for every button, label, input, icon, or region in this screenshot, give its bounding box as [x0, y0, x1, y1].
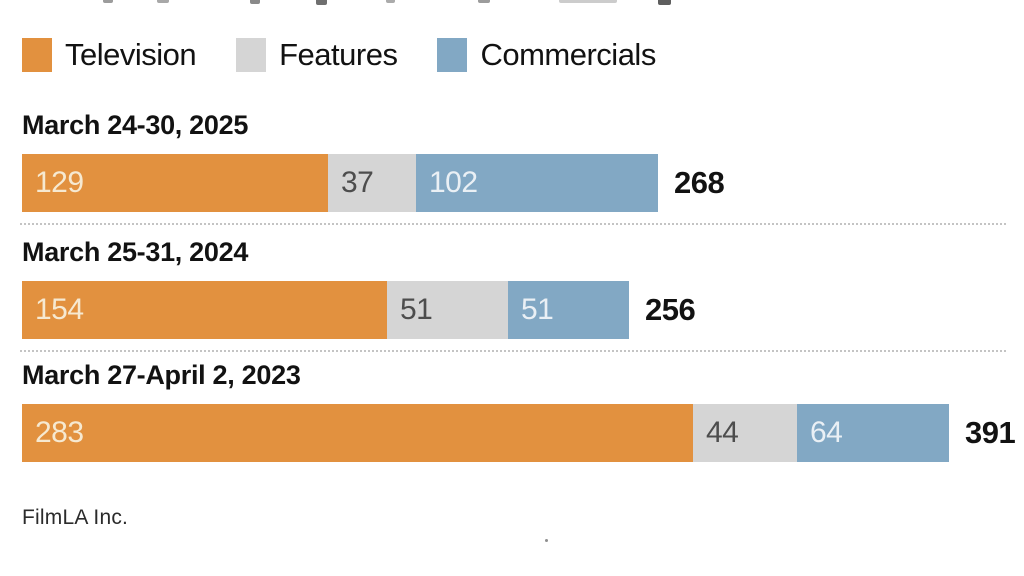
- stray-dot-artifact: [545, 539, 548, 542]
- segment-value: 283: [35, 416, 84, 449]
- television-segment: 154: [22, 281, 387, 339]
- dotted-separator: [20, 223, 1006, 225]
- cropped-title-fragment: [157, 0, 169, 3]
- source-credit: FilmLA Inc.: [22, 506, 129, 529]
- features-segment: 37: [328, 154, 416, 212]
- legend-item-television: Television: [22, 37, 197, 72]
- bar-group-label: March 24-30, 2025: [22, 110, 249, 140]
- television-swatch: [22, 38, 52, 72]
- segment-value: 44: [706, 416, 739, 449]
- cropped-title-fragment: [103, 0, 113, 3]
- cropped-title-fragment: [559, 0, 617, 3]
- stacked-bar: 154 51 51 256: [22, 281, 696, 339]
- bar-group-label: March 25-31, 2024: [22, 237, 249, 267]
- cropped-title-fragment: [316, 0, 327, 5]
- legend: Television Features Commercials: [22, 38, 696, 72]
- bar-total: 268: [674, 165, 725, 200]
- commercials-segment: 64: [797, 404, 949, 462]
- features-segment: 44: [693, 404, 797, 462]
- cropped-title-fragment: [658, 0, 671, 5]
- stacked-bar: 283 44 64 391: [22, 404, 1016, 462]
- bar-total: 391: [965, 415, 1016, 450]
- segment-value: 102: [429, 166, 478, 199]
- legend-label-commercials: Commercials: [480, 37, 656, 72]
- bar-group-2024: March 25-31, 2024 154 51 51 256: [22, 235, 1024, 339]
- bar-group-label: March 27-April 2, 2023: [22, 360, 301, 390]
- segment-value: 51: [521, 293, 554, 326]
- segment-value: 154: [35, 293, 84, 326]
- cropped-title-fragment: [478, 0, 490, 3]
- bar-group-2025: March 24-30, 2025 129 37 102 268: [22, 108, 1024, 212]
- stacked-bar: 129 37 102 268: [22, 154, 725, 212]
- legend-item-features: Features: [236, 37, 398, 72]
- legend-label-features: Features: [279, 37, 398, 72]
- television-segment: 129: [22, 154, 328, 212]
- commercials-segment: 102: [416, 154, 658, 212]
- dotted-separator: [20, 350, 1006, 352]
- cropped-title-fragment: [250, 0, 260, 4]
- segment-value: 129: [35, 166, 84, 199]
- legend-label-television: Television: [65, 37, 197, 72]
- commercials-segment: 51: [508, 281, 629, 339]
- segment-value: 51: [400, 293, 433, 326]
- legend-item-commercials: Commercials: [437, 37, 656, 72]
- bar-total: 256: [645, 292, 696, 327]
- segment-value: 37: [341, 166, 374, 199]
- segment-value: 64: [810, 416, 843, 449]
- features-swatch: [236, 38, 267, 72]
- television-segment: 283: [22, 404, 693, 462]
- commercials-swatch: [437, 38, 468, 72]
- features-segment: 51: [387, 281, 508, 339]
- cropped-title-fragment: [386, 0, 395, 3]
- bar-group-2023: March 27-April 2, 2023 283 44 64 391: [22, 358, 1024, 462]
